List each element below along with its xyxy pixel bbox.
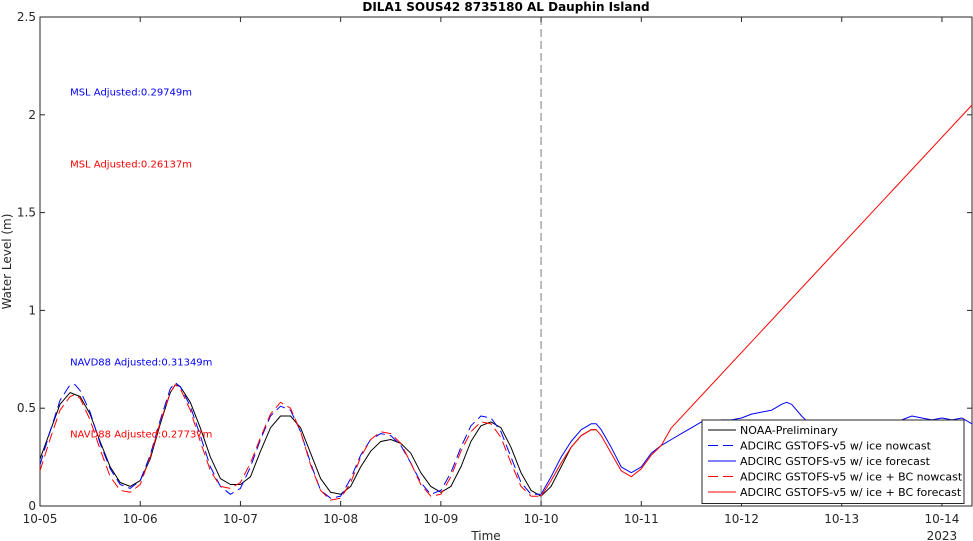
chart-title: DILA1 SOUS42 8735180 AL Dauphin Island (362, 0, 649, 14)
legend-label: NOAA-Preliminary (740, 424, 838, 437)
legend-label: ADCIRC GSTOFS-v5 w/ ice + BC forecast (740, 486, 962, 499)
series-line-4 (39, 384, 542, 501)
series-line-5 (540, 104, 973, 497)
year-label: 2023 (927, 529, 958, 541)
adjustment-annotation: MSL Adjusted:0.26137m (70, 160, 192, 171)
y-axis-label: Water Level (m) (0, 214, 14, 310)
x-tick-label: 10-10 (524, 512, 559, 526)
adjustment-annotation: NAVD88 Adjusted:0.31349m (70, 357, 212, 368)
y-tick-label: 2 (28, 108, 36, 122)
annotations: MSL Adjusted:0.29749m MSL Adjusted:0.2613… (70, 87, 212, 440)
x-tick-label: 10-08 (323, 512, 358, 526)
x-tick-label: 10-11 (624, 512, 659, 526)
y-tick-label: 0 (28, 499, 36, 513)
x-tick-label: 10-09 (423, 512, 458, 526)
legend-label: ADCIRC GSTOFS-v5 w/ ice nowcast (740, 440, 932, 453)
adjustment-annotation: MSL Adjusted:0.29749m (70, 87, 192, 98)
y-tick-label: 0.5 (17, 401, 36, 415)
series-line-1 (39, 384, 597, 497)
series-line-2 (39, 382, 542, 499)
y-tick-label: 2.5 (17, 10, 36, 24)
legend: NOAA-Preliminary ADCIRC GSTOFS-v5 w/ ice … (701, 419, 965, 504)
x-tick-label: 10-14 (924, 512, 959, 526)
legend-box (701, 419, 965, 504)
legend-items: NOAA-Preliminary ADCIRC GSTOFS-v5 w/ ice … (708, 424, 963, 499)
axis-ticks: 10-05 10-06 10-07 10-08 10-09 10-10 10-11 10-12… (17, 10, 972, 526)
x-tick-label: 10-13 (824, 512, 859, 526)
adjustment-annotation: NAVD88 Adjusted:0.27737m (70, 430, 212, 441)
legend-label: ADCIRC GSTOFS-v5 w/ ice + BC nowcast (740, 471, 963, 484)
x-tick-label: 10-07 (223, 512, 258, 526)
x-tick-label: 10-06 (123, 512, 158, 526)
legend-label: ADCIRC GSTOFS-v5 w/ ice forecast (740, 455, 931, 468)
x-axis-label: Time (470, 529, 500, 541)
y-tick-label: 1 (28, 303, 36, 317)
y-tick-label: 1.5 (17, 206, 36, 220)
x-tick-label: 10-12 (724, 512, 759, 526)
x-tick-label: 10-05 (23, 512, 58, 526)
